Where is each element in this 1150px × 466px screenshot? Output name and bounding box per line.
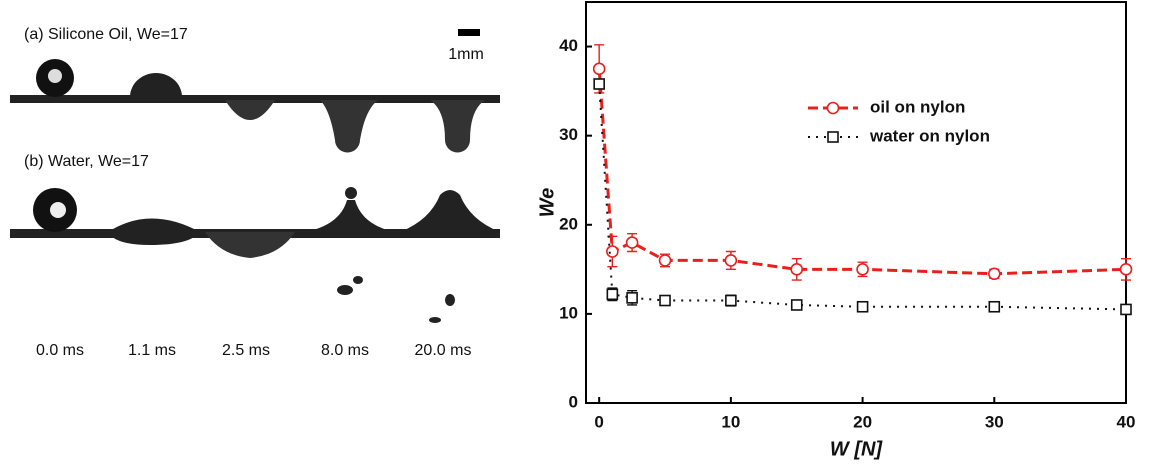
y-tick-label: 40 [559, 36, 578, 55]
drop-highlight [50, 202, 66, 218]
marker [606, 245, 619, 258]
y-axis-label: We [536, 188, 558, 218]
marker [626, 292, 638, 304]
substrate-a [10, 95, 500, 103]
drop [430, 100, 485, 153]
marker [606, 288, 619, 301]
drop [345, 187, 357, 199]
scale-label: 1mm [448, 46, 484, 63]
drop [108, 218, 200, 245]
marker [1120, 303, 1132, 316]
drop-highlight [48, 69, 62, 83]
marker [790, 299, 803, 311]
x-tick-label: 20 [853, 412, 872, 431]
y-tick-label: 0 [569, 392, 578, 411]
legend-item: oil on nylon [808, 97, 965, 116]
drop [225, 100, 275, 120]
legend-marker [826, 101, 840, 115]
legend-item: water on nylon [808, 126, 990, 145]
photo-panel: (a) Silicone Oil, We=17 1mm (b) Water, W… [10, 26, 500, 323]
marker [724, 254, 738, 267]
legend-label: water on nylon [869, 126, 990, 145]
drop [320, 100, 378, 153]
marker [856, 263, 869, 276]
droplet [353, 276, 363, 284]
marker [987, 267, 1001, 281]
marker [856, 300, 869, 313]
y-tick-label: 30 [559, 125, 578, 144]
panel-a-label: (a) Silicone Oil, We=17 [24, 26, 188, 43]
legend-label: oil on nylon [870, 97, 965, 116]
droplet [445, 294, 455, 306]
legend-marker [827, 131, 839, 143]
drop [205, 232, 295, 258]
droplet [337, 285, 353, 295]
time-label: 2.5 ms [222, 342, 270, 359]
marker [725, 294, 737, 307]
time-label: 20.0 ms [415, 342, 472, 359]
x-tick-label: 0 [594, 412, 603, 431]
y-tick-label: 20 [559, 214, 578, 233]
drop [305, 200, 395, 232]
y-tick-label: 10 [559, 303, 578, 322]
marker [1119, 263, 1133, 276]
marker [592, 62, 606, 76]
marker [625, 236, 639, 249]
marker [790, 263, 804, 276]
marker [593, 78, 605, 90]
drop [400, 190, 500, 232]
panel-b-label: (b) Water, We=17 [24, 153, 149, 170]
marker [988, 300, 1001, 313]
plot-frame [585, 1, 1127, 404]
scale-bar [458, 29, 480, 36]
x-tick-label: 30 [985, 412, 1004, 431]
x-tick-label: 40 [1117, 412, 1136, 431]
x-tick-label: 10 [721, 412, 740, 431]
marker [659, 294, 671, 307]
droplet [429, 317, 441, 323]
drop [130, 73, 182, 97]
time-label: 0.0 ms [36, 342, 84, 359]
chart: 0.0 ms 1.1 ms 2.5 ms 8.0 ms 20.0 ms 0 10 20 30 40… [36, 1, 1136, 460]
time-label: 8.0 ms [321, 342, 369, 359]
time-label: 1.1 ms [128, 342, 176, 359]
x-axis-label: W [N] [830, 438, 884, 460]
fit-line [597, 68, 1127, 276]
marker [658, 254, 672, 267]
